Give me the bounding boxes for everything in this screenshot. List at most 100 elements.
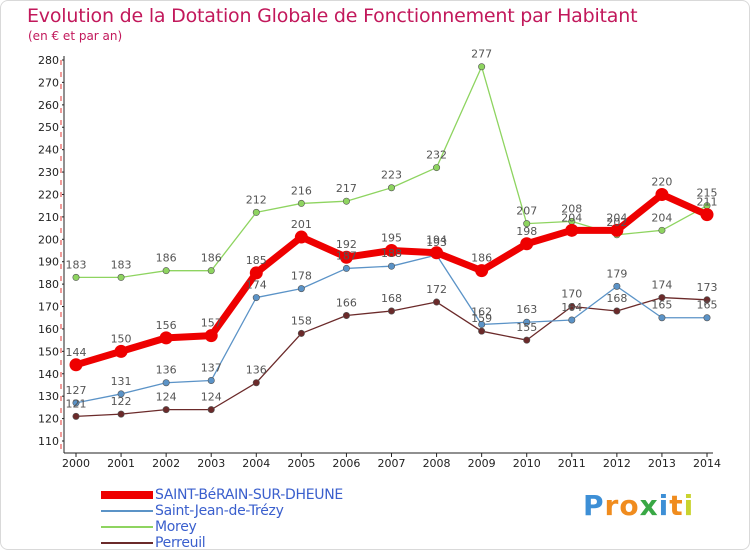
data-label-perreuil: 121 (66, 397, 87, 410)
data-point-saint-berain (69, 358, 83, 372)
data-label-saint-berain: 220 (651, 175, 672, 188)
data-label-saint-berain: 198 (516, 225, 537, 238)
y-tick-label: 130 (38, 390, 59, 403)
data-point-perreuil (568, 303, 576, 311)
data-label-morey: 186 (201, 252, 222, 265)
logo-letter: o (619, 489, 640, 522)
data-label-saint-berain: 150 (111, 332, 132, 345)
legend-item-saint-jean: Saint-Jean-de-Trézy (101, 503, 343, 519)
data-label-morey: 207 (516, 205, 537, 218)
chart-subtitle: (en € et par an) (28, 29, 123, 43)
y-tick-label: 190 (38, 256, 59, 269)
data-label-saint-jean: 187 (336, 249, 357, 262)
legend-swatch-morey (101, 526, 153, 528)
legend-item-saint-berain: SAINT-BéRAIN-SUR-DHEUNE (101, 487, 343, 503)
data-label-perreuil: 168 (606, 292, 627, 305)
data-label-morey: 223 (381, 169, 402, 182)
y-tick-label: 230 (38, 166, 59, 179)
data-point-morey (387, 184, 395, 192)
chart-legend: SAINT-BéRAIN-SUR-DHEUNE Saint-Jean-de-Tré… (101, 487, 343, 550)
data-point-saint-jean (207, 376, 215, 384)
data-point-saint-berain (700, 208, 714, 222)
data-point-perreuil (342, 311, 350, 319)
data-label-saint-berain: 144 (66, 346, 87, 359)
x-tick-label: 2004 (242, 457, 270, 470)
data-point-morey (72, 273, 80, 281)
data-label-perreuil: 124 (201, 391, 222, 404)
legend-label-perreuil: Perreuil (155, 535, 206, 550)
data-point-saint-jean (72, 399, 80, 407)
data-label-perreuil: 172 (426, 283, 447, 296)
data-label-saint-berain: 192 (336, 238, 357, 251)
data-label-perreuil: 168 (381, 292, 402, 305)
data-label-saint-berain: 157 (201, 317, 222, 330)
data-label-saint-berain: 194 (426, 234, 447, 247)
data-point-morey (478, 63, 486, 71)
data-point-saint-jean (162, 379, 170, 387)
logo-letter: i (683, 489, 695, 522)
data-point-morey (433, 164, 441, 172)
data-point-morey (162, 267, 170, 275)
data-label-perreuil: 170 (561, 288, 582, 301)
data-label-saint-jean: 165 (651, 299, 672, 312)
y-tick-label: 210 (38, 211, 59, 224)
data-point-saint-jean (387, 262, 395, 270)
data-point-perreuil (703, 296, 711, 304)
proxiti-logo: Proxiti (583, 489, 694, 522)
data-point-perreuil (72, 412, 80, 420)
data-label-perreuil: 122 (111, 395, 132, 408)
x-tick-label: 2006 (332, 457, 360, 470)
data-label-saint-jean: 131 (111, 375, 132, 388)
y-tick-label: 260 (38, 99, 59, 112)
data-label-perreuil: 173 (697, 281, 718, 294)
legend-label-saint-berain: SAINT-BéRAIN-SUR-DHEUNE (155, 487, 343, 503)
data-label-saint-berain: 201 (291, 218, 312, 231)
y-tick-label: 170 (38, 301, 59, 314)
data-point-saint-berain (655, 187, 669, 201)
logo-letter: t (669, 489, 684, 522)
data-label-saint-berain: 211 (697, 196, 718, 209)
y-tick-label: 180 (38, 278, 59, 291)
data-label-saint-jean: 164 (561, 301, 582, 314)
data-label-saint-berain: 156 (156, 319, 177, 332)
data-point-morey (207, 267, 215, 275)
data-point-perreuil (297, 329, 305, 337)
data-point-morey (117, 273, 125, 281)
data-point-saint-berain (159, 331, 173, 345)
data-point-morey (523, 220, 531, 228)
x-tick-label: 2008 (423, 457, 451, 470)
y-tick-label: 150 (38, 345, 59, 358)
data-label-morey: 186 (156, 252, 177, 265)
data-label-saint-jean: 179 (606, 267, 627, 280)
y-tick-label: 140 (38, 368, 59, 381)
data-point-saint-berain (204, 329, 218, 343)
legend-label-saint-jean: Saint-Jean-de-Trézy (155, 503, 284, 519)
data-label-morey: 183 (66, 258, 87, 271)
data-point-saint-jean (613, 282, 621, 290)
data-label-saint-berain: 186 (471, 252, 492, 265)
data-point-perreuil (252, 379, 260, 387)
data-point-saint-berain (565, 223, 579, 237)
data-label-saint-jean: 178 (291, 270, 312, 283)
data-label-saint-jean: 193 (426, 236, 447, 249)
data-point-perreuil (117, 410, 125, 418)
y-tick-label: 160 (38, 323, 59, 336)
data-point-perreuil (162, 406, 170, 414)
x-tick-label: 2012 (603, 457, 631, 470)
data-label-morey: 204 (651, 211, 672, 224)
y-tick-label: 110 (38, 435, 59, 448)
legend-item-morey: Morey (101, 519, 343, 535)
y-tick-label: 200 (38, 233, 59, 246)
data-point-saint-jean (342, 264, 350, 272)
data-label-morey: 277 (471, 48, 492, 61)
data-label-perreuil: 124 (156, 391, 177, 404)
data-point-perreuil (387, 307, 395, 315)
legend-label-morey: Morey (155, 519, 197, 535)
data-label-saint-jean: 127 (66, 384, 87, 397)
data-label-saint-jean: 174 (246, 279, 267, 292)
data-point-saint-berain (339, 250, 353, 264)
data-point-saint-jean (252, 294, 260, 302)
data-point-morey (297, 199, 305, 207)
x-tick-label: 2014 (693, 457, 721, 470)
y-tick-label: 270 (38, 76, 59, 89)
